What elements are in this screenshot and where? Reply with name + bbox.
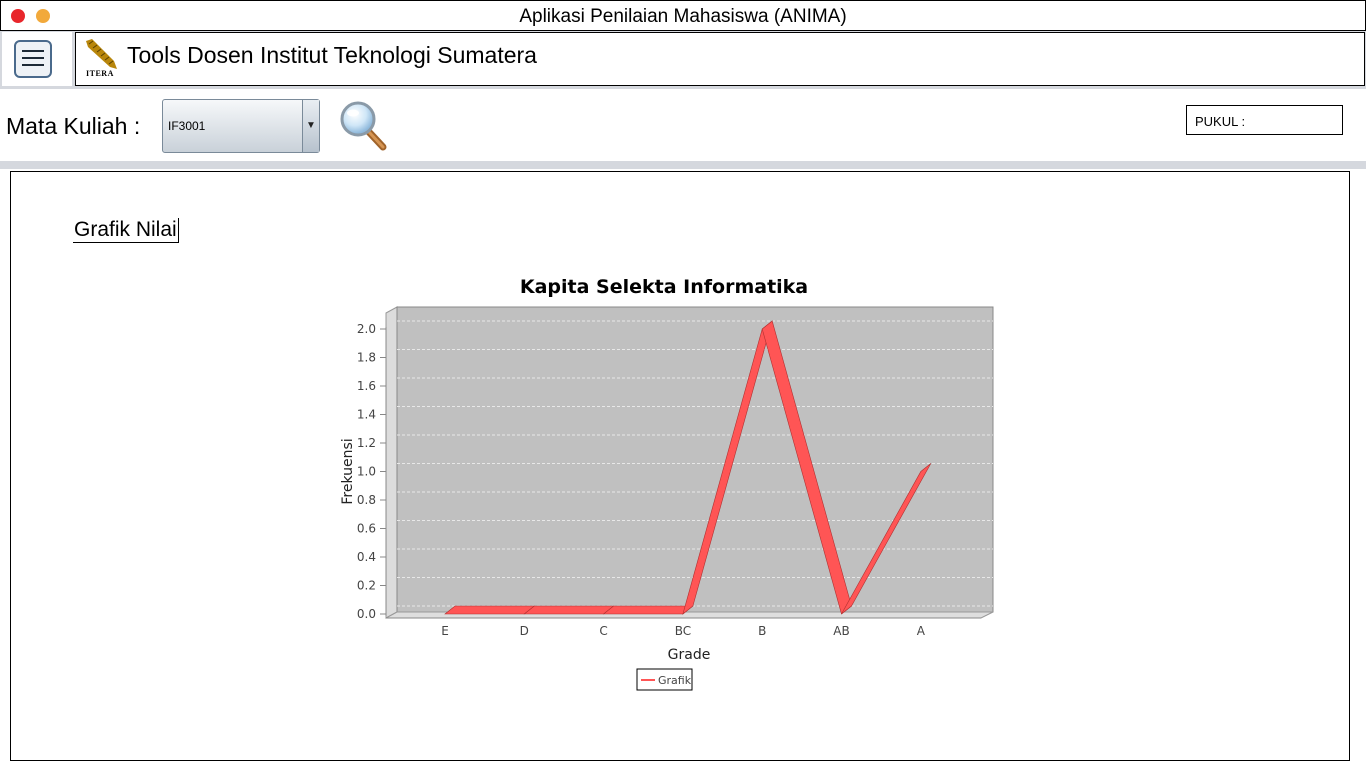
y-tick-label: 0.2 [357,579,376,593]
section-label: Grafik Nilai [73,218,179,243]
y-tick-label: 1.6 [357,379,376,393]
y-tick-label: 1.8 [357,351,376,365]
y-tick-label: 1.4 [357,408,376,422]
hamburger-menu-icon[interactable] [14,40,52,78]
x-tick-label: B [758,624,766,638]
series-segment [602,605,694,615]
minimize-button[interactable] [36,9,50,23]
grade-chart: Kapita Selekta Informatika 0.0 0.2 0.4 0.6 0.… [340,276,994,691]
y-tick-label: 1.2 [357,436,376,450]
series-segment [444,605,536,615]
series-segment [523,605,615,615]
y-tick-label: 1.0 [357,465,376,479]
separator-band [0,161,1366,169]
window-title: Aplikasi Penilaian Mahasiswa (ANIMA) [519,6,847,27]
x-tick-label: D [520,624,529,638]
y-tick-label: 2.0 [357,322,376,336]
chart-left-wall [385,306,398,619]
y-tick-label: 0.8 [357,493,376,507]
chevron-down-icon[interactable]: ▼ [302,100,319,152]
legend-label: Grafik [658,674,692,687]
x-tick-label: E [441,624,449,638]
y-axis-label: Frekuensi [340,438,356,504]
chart-panel: Grafik Nilai Kapita Selekta Informatika 0… [10,171,1350,761]
app-title: Tools Dosen Institut Teknologi Sumatera [127,42,537,68]
logo-text: ITERA [86,69,114,78]
course-label: Mata Kuliah : [6,113,141,139]
toolbar: Mata Kuliah : IF3001 ▼ PUKUL : [0,89,1366,161]
course-select-value: IF3001 [168,119,206,133]
chart-legend [636,668,693,691]
y-tick-label: 0.0 [357,607,376,621]
title-bar: Aplikasi Penilaian Mahasiswa (ANIMA) [0,0,1366,31]
clock-display: PUKUL : [1186,105,1343,135]
itera-logo-icon [86,39,117,69]
x-tick-label: A [917,624,926,638]
x-axis-label: Grade [668,647,711,663]
clock-label: PUKUL : [1195,114,1246,129]
x-tick-label: BC [675,624,691,638]
series-segment [841,463,932,615]
y-tick-label: 0.6 [357,522,376,536]
close-button[interactable] [11,9,25,23]
x-tick-label: AB [833,624,849,638]
chart-plot-area [396,306,994,613]
brand-header: ITERA Tools Dosen Institut Teknologi Sum… [75,32,1365,86]
chart-title: Kapita Selekta Informatika [520,276,808,298]
magnifier-icon[interactable] [338,99,390,153]
menu-area [2,32,72,86]
y-tick-label: 0.4 [357,550,376,564]
x-tick-label: C [599,624,607,638]
course-select[interactable]: IF3001 ▼ [162,99,320,153]
